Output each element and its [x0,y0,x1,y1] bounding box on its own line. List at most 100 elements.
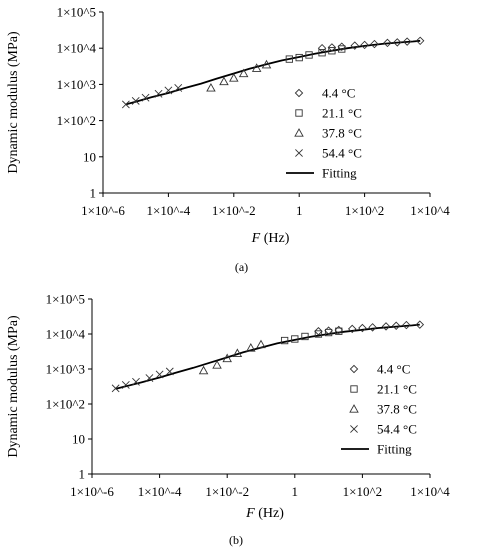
data-point-diamond [327,43,337,52]
data-point-diamond [402,320,411,330]
y-tick-label: 1×10^4 [46,327,86,342]
legend-entry-label: 21.1 °C [377,382,417,397]
legend-marker-cross [350,425,358,433]
x-tick-label: 1 [292,484,299,499]
data-point-triangle [212,360,222,369]
data-point-cross [132,377,140,386]
y-tick-label: 10 [72,432,85,447]
y-tick-label: 1×10^5 [46,292,85,307]
legend-entry-label: 37.8 °C [377,402,417,417]
y-tick-label: 1×10^4 [57,41,97,56]
y-tick-label: 10 [83,149,96,164]
data-point-triangle [222,353,232,363]
panel-label: (b) [229,533,243,547]
x-tick-label: 1×10^-6 [70,484,114,499]
data-point-diamond [368,323,377,332]
legend-entry-label: 37.8 °C [322,126,362,141]
legend-entry-label: 54.4 °C [322,146,362,161]
data-point-square [285,55,294,63]
legend-marker-diamond [294,88,304,98]
chart-panel-1: 1 10 1×10^2 1×10^3 1×10^4 1×10^5 1×10^-6 1×10^-… [6,5,450,275]
data-point-cross [155,370,164,379]
x-axis-unit: (Hz) [260,231,289,246]
data-point-triangle [251,63,262,72]
data-point-triangle [198,365,209,375]
y-tick-label: 1×10^3 [57,77,96,92]
data-point-diamond [358,323,367,333]
y-tick-label: 1×10^2 [57,113,96,128]
x-tick-label: 1×10^2 [345,203,384,218]
legend-entry-label: 4.4 °C [322,86,355,101]
data-point-square [295,53,303,62]
x-tick-label: 1×10^-4 [147,203,191,218]
data-point-triangle [238,68,249,78]
data-point-square [328,47,336,55]
data-point-cross [121,100,130,109]
legend-marker-square [350,385,358,393]
data-point-square [314,330,323,338]
data-point-triangle [219,76,229,86]
data-point-diamond [370,39,379,49]
legend-entry-label: Fitting [322,166,357,181]
x-tick-label: 1×10^-6 [81,203,125,218]
data-point-cross [145,374,154,383]
y-tick-label: 1 [79,467,86,482]
data-point-cross [121,381,130,389]
x-tick-label: 1×10^-4 [138,484,182,499]
legend-entry-label: Fitting [377,442,412,457]
data-point-cross [174,83,183,92]
data-point-square [291,335,299,343]
legend-entry-label: 54.4 °C [377,422,417,437]
y-axis-label: Dynamic modulus (MPa) [6,315,21,458]
data-point-diamond [402,37,412,46]
data-point-square [324,328,333,337]
x-tick-label: 1×10^4 [410,484,450,499]
chart-panel-2: 1 10 1×10^2 1×10^3 1×10^4 1×10^5 1×10^-6 1×10^-… [6,292,450,548]
data-point-diamond [393,38,402,47]
x-tick-label: 1 [296,203,303,218]
data-point-cross [111,384,120,393]
data-point-triangle [206,82,216,92]
data-point-diamond [347,324,357,334]
data-point-square [301,332,309,341]
x-axis-variable: F [251,231,261,246]
x-tick-label: 1×10^2 [343,484,382,499]
data-point-triangle [232,348,243,357]
legend-marker-diamond [349,364,359,374]
legend: 4.4 °C 21.1 °C 37.8 °C 54.4 °C Fitting [286,86,362,181]
legend-marker-cross [295,149,303,157]
legend-marker-triangle [349,404,359,413]
data-point-square [335,327,343,335]
fitting-curve [125,39,421,106]
data-point-diamond [383,38,392,48]
data-point-diamond [415,320,425,329]
data-point-cross [141,93,150,102]
panel-label: (a) [235,260,248,274]
data-point-square [280,336,289,345]
legend-entry-label: 4.4 °C [377,362,410,377]
data-point-diamond [360,40,369,50]
data-point-triangle [256,339,266,349]
x-axis-variable: F [245,506,255,521]
y-tick-label: 1×10^5 [57,5,96,20]
data-point-diamond [381,322,391,331]
data-point-triangle [229,73,239,82]
data-point-cross [165,367,174,376]
data-point-square [305,51,313,59]
legend-marker-triangle [294,128,304,137]
y-tick-label: 1×10^2 [46,397,85,412]
data-point-cross [164,86,173,95]
x-axis-label: F (Hz) [245,506,284,521]
data-point-square [318,49,326,57]
data-point-diamond [415,36,425,46]
data-point-triangle [246,343,256,352]
x-tick-label: 1×10^-2 [212,203,256,218]
x-tick-label: 1×10^4 [410,203,450,218]
data-point-diamond [350,41,359,50]
legend-marker-square [295,109,303,117]
legend: 4.4 °C 21.1 °C 37.8 °C 54.4 °C Fitting [341,362,417,457]
data-point-triangle [261,59,272,69]
data-point-square [338,45,346,53]
legend-entry-label: 21.1 °C [322,106,362,121]
